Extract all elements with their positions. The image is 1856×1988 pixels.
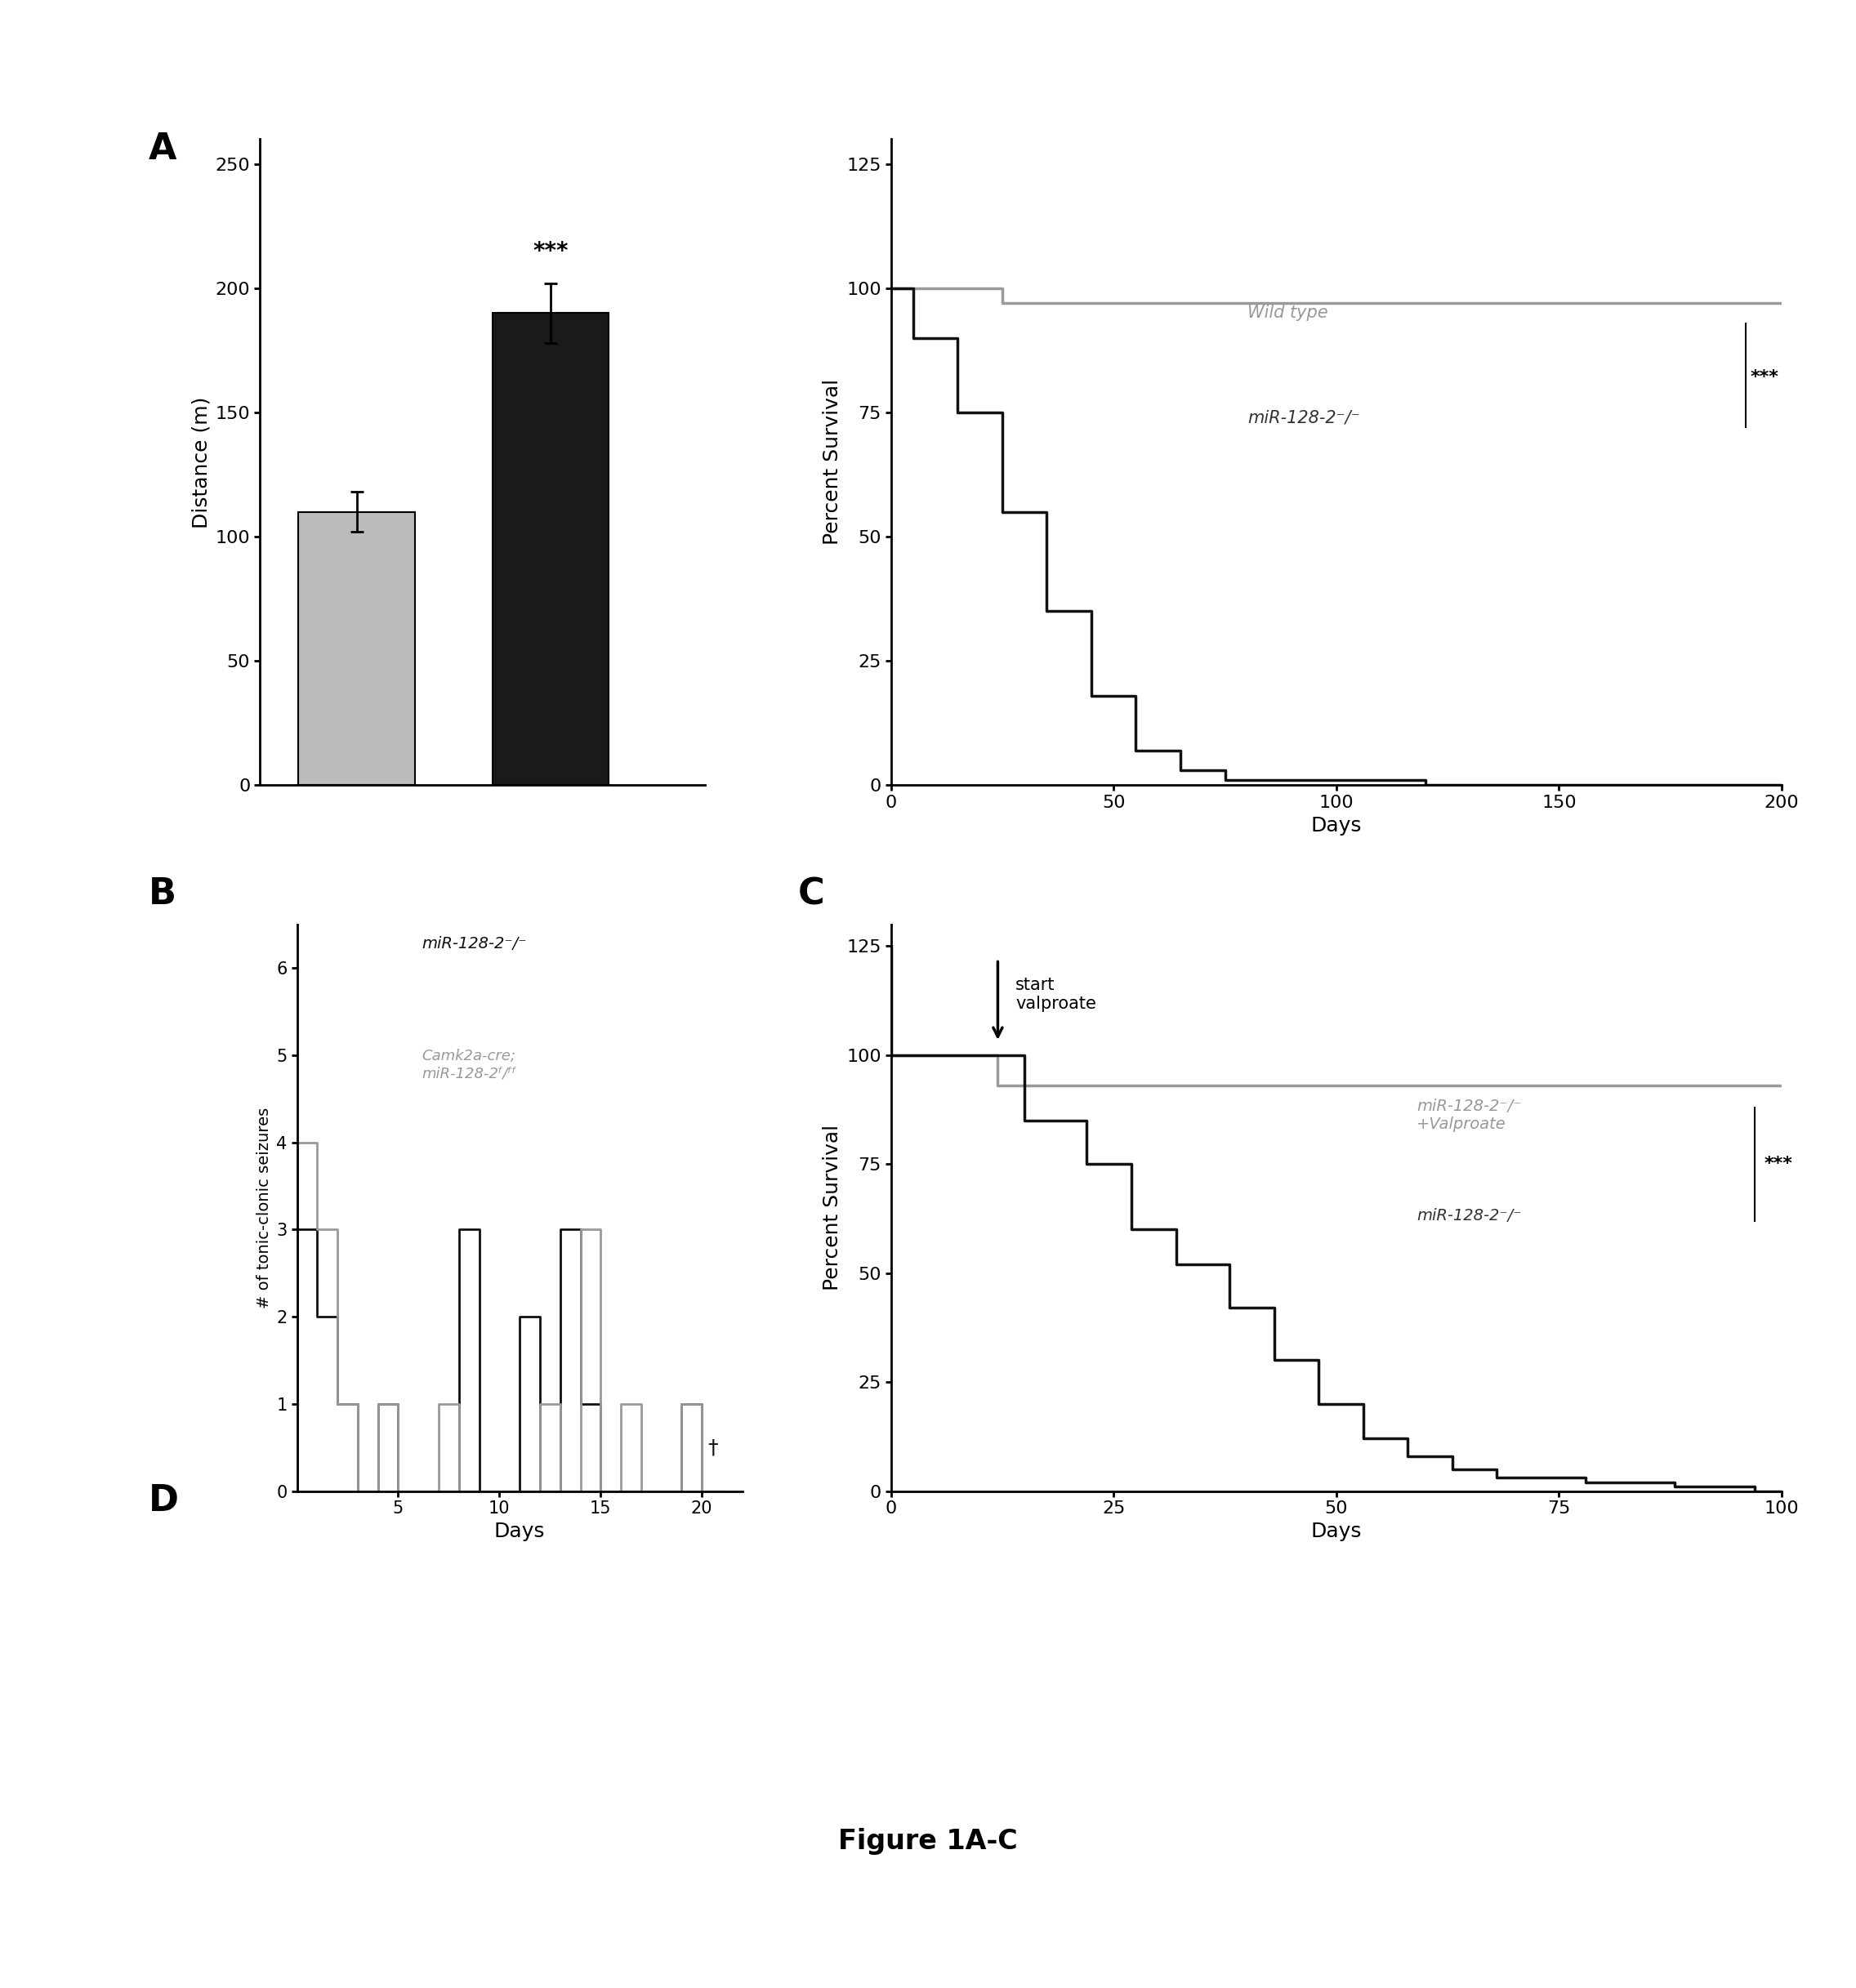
Text: Camk2a-cre;
miR-128-2ᶠ/ᶠᶠ: Camk2a-cre; miR-128-2ᶠ/ᶠᶠ [421, 1050, 516, 1081]
Text: miR-128-2⁻/⁻: miR-128-2⁻/⁻ [1247, 410, 1360, 425]
X-axis label: Days: Days [1310, 815, 1362, 835]
Bar [299, 513, 414, 785]
Y-axis label: Distance (m): Distance (m) [191, 396, 212, 529]
Text: Figure 1A-C: Figure 1A-C [839, 1827, 1017, 1855]
Text: B: B [148, 877, 176, 912]
Text: D: D [148, 1483, 178, 1519]
Y-axis label: Percent Survival: Percent Survival [822, 1125, 843, 1290]
X-axis label: Days: Days [1310, 1521, 1362, 1541]
Text: miR-128-2⁻/⁻: miR-128-2⁻/⁻ [1416, 1207, 1522, 1223]
Text: A: A [148, 131, 176, 167]
Text: Wild type: Wild type [1247, 304, 1327, 322]
Text: ***: *** [1763, 1155, 1793, 1173]
Text: miR-128-2⁻/⁻: miR-128-2⁻/⁻ [421, 936, 527, 952]
Text: start
valproate: start valproate [1015, 976, 1097, 1012]
Text: ***: *** [533, 241, 568, 262]
Text: †: † [707, 1437, 718, 1457]
Text: ***: *** [1750, 370, 1780, 386]
Text: miR-128-2⁻/⁻
+Valproate: miR-128-2⁻/⁻ +Valproate [1416, 1099, 1522, 1133]
Bar [492, 314, 609, 785]
Y-axis label: # of tonic-clonic seizures: # of tonic-clonic seizures [256, 1107, 271, 1308]
Y-axis label: Percent Survival: Percent Survival [822, 380, 843, 545]
Text: C: C [798, 877, 824, 912]
X-axis label: Days: Days [494, 1521, 546, 1541]
